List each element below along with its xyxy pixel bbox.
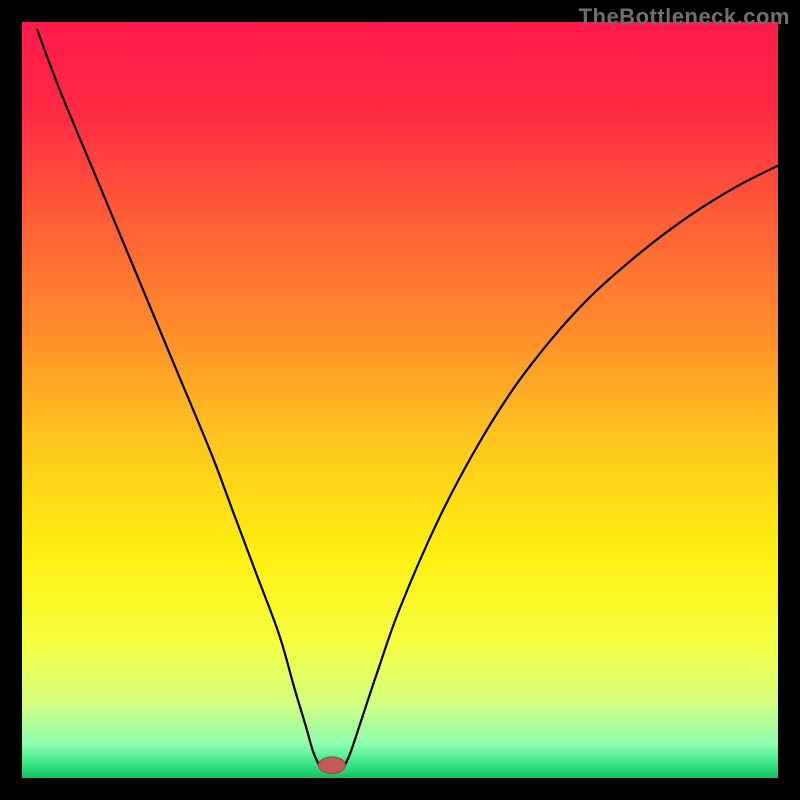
- minimum-marker: [318, 757, 345, 774]
- plot-area: [22, 22, 778, 778]
- watermark-text: TheBottleneck.com: [579, 4, 790, 30]
- curve-layer: [22, 22, 778, 778]
- bottleneck-curve: [37, 30, 778, 766]
- chart-frame: TheBottleneck.com: [0, 0, 800, 800]
